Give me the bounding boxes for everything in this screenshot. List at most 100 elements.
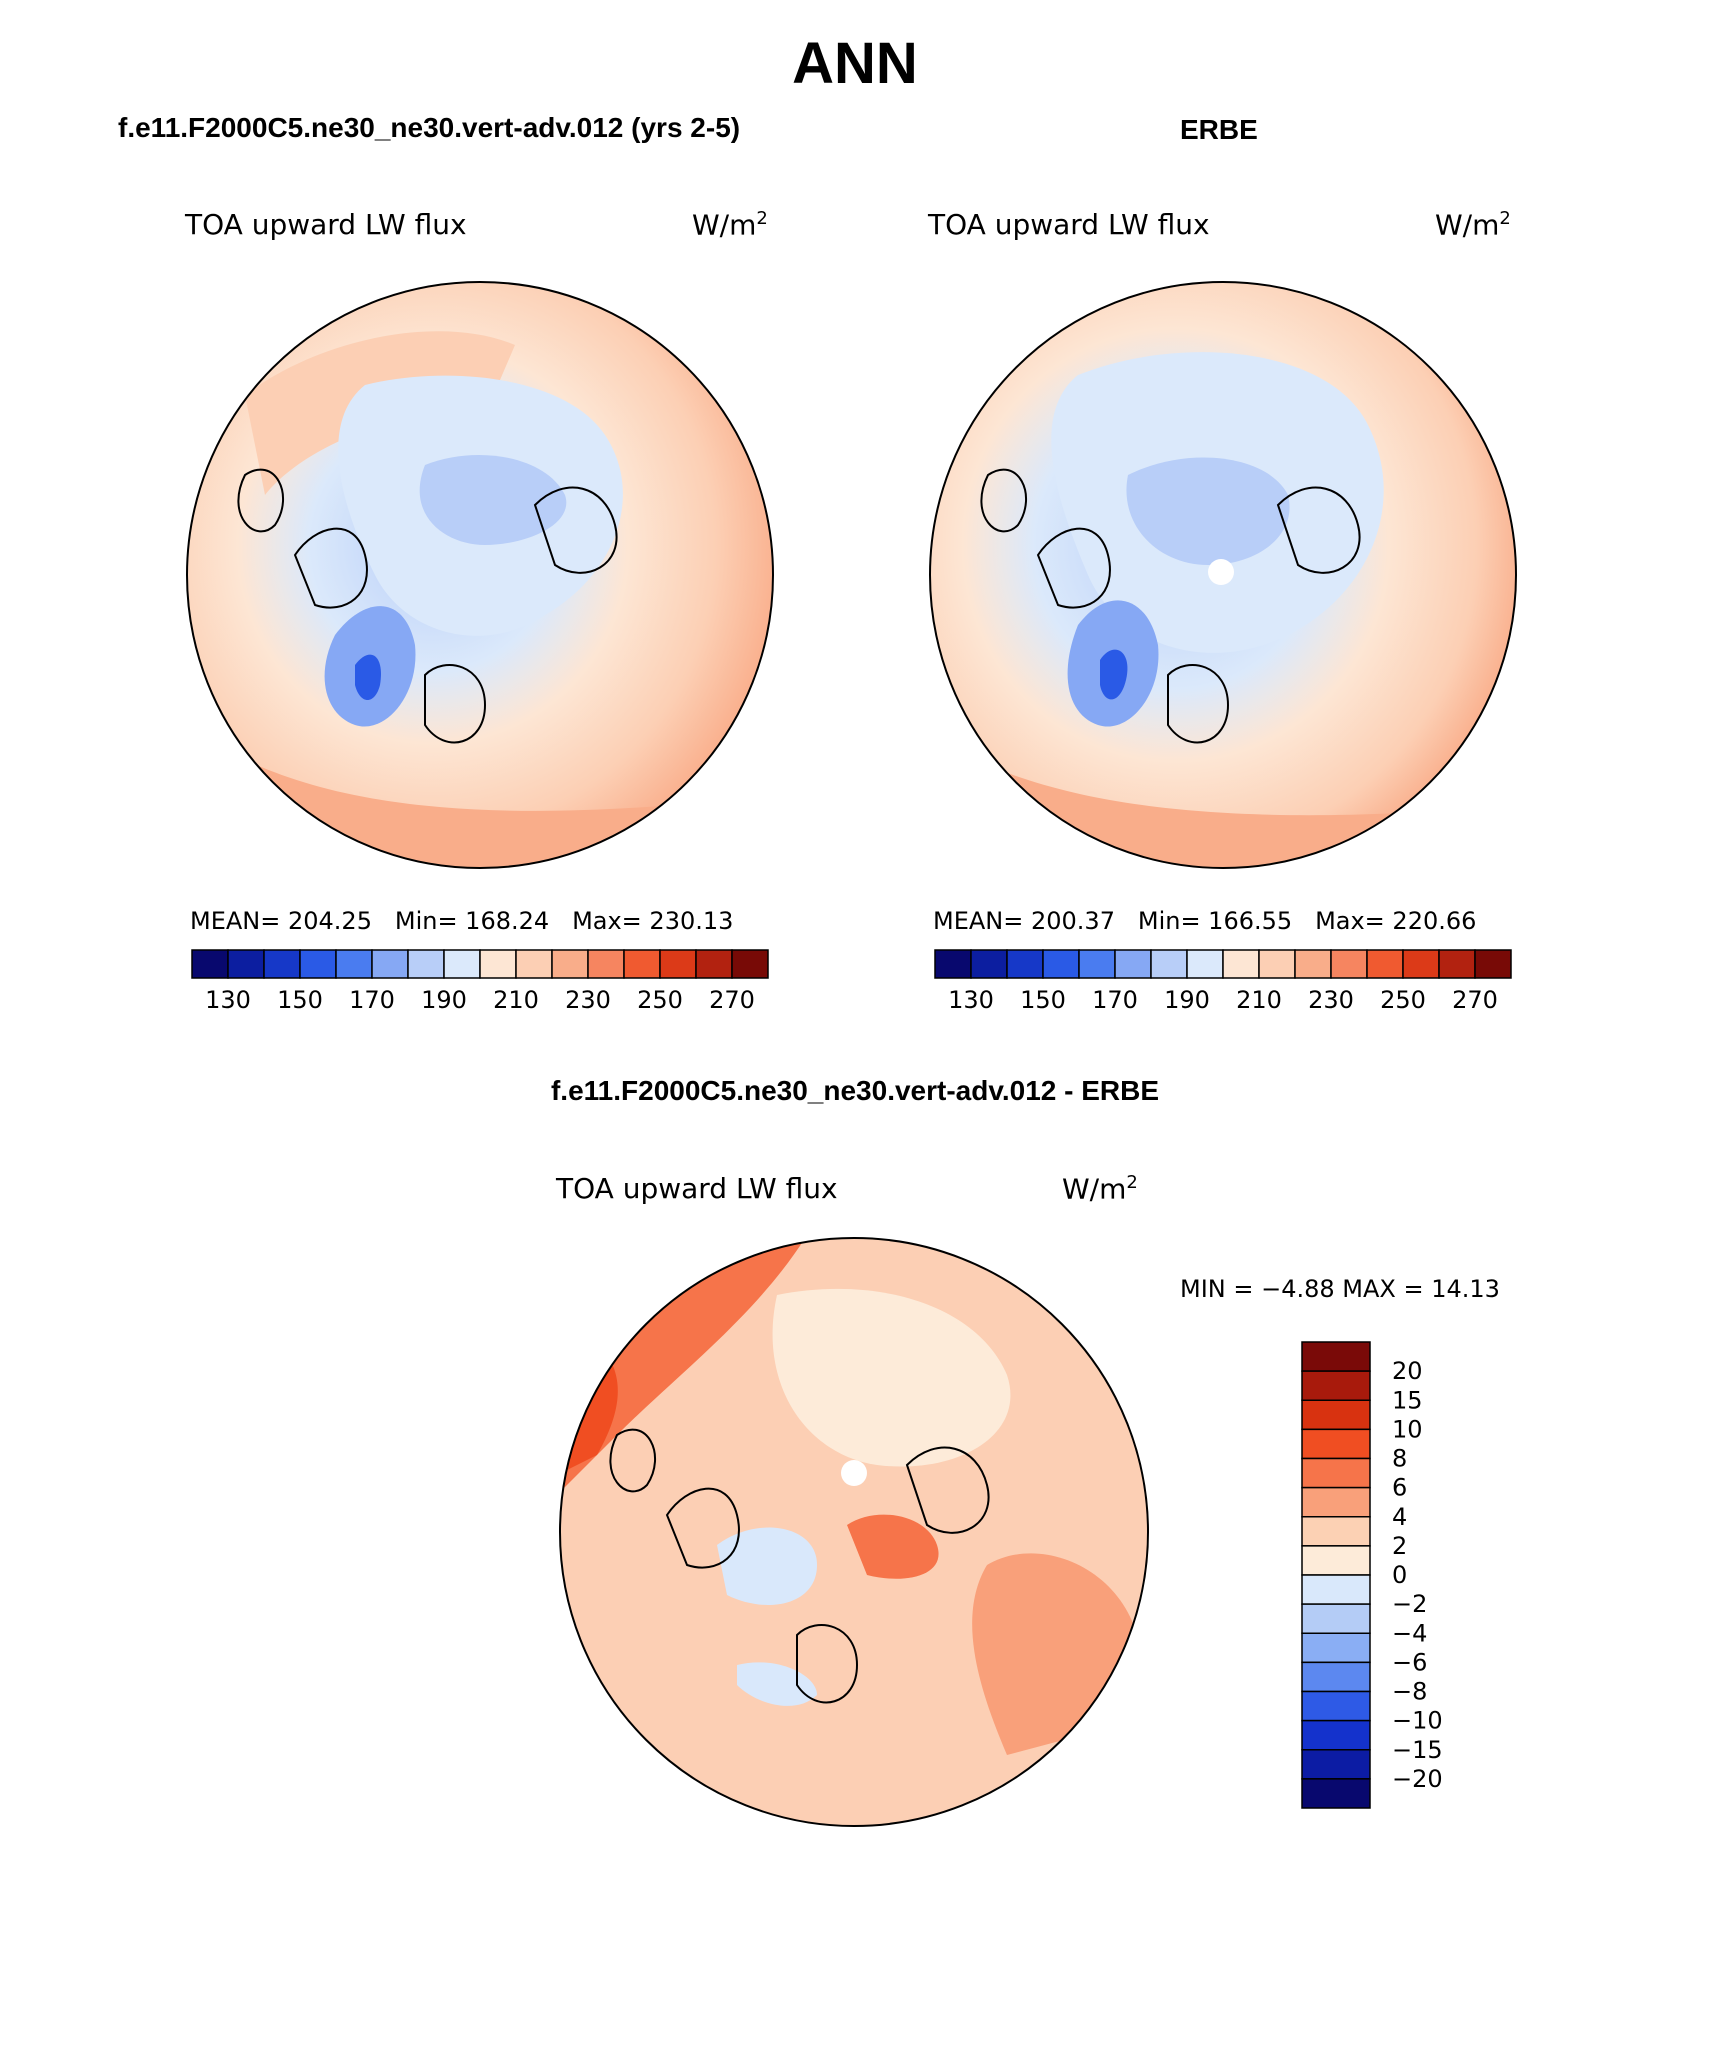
colorbar-label: 150: [277, 986, 323, 1014]
colorbar-label: 230: [1308, 986, 1354, 1014]
colorbar-swatch: [1301, 1486, 1371, 1518]
colorbar-label: 190: [421, 986, 467, 1014]
colorbar-swatch: [1366, 949, 1404, 979]
panel1-stats: MEAN= 204.25 Min= 168.24 Max= 230.13: [190, 907, 733, 935]
panel2-case-title: ERBE: [1180, 114, 1258, 145]
colorbar-swatch: [1222, 949, 1260, 979]
colorbar-label: −10: [1392, 1707, 1443, 1735]
colorbar-label: −6: [1392, 1648, 1427, 1676]
colorbar-swatch: [1114, 949, 1152, 979]
diff-case-title: f.e11.F2000C5.ne30_ne30.vert-adv.012 - E…: [550, 1075, 1160, 1106]
colorbar-swatch: [335, 949, 373, 979]
colorbar-erbe: 130 150 170 190 210 230 250 270: [934, 949, 1512, 1014]
coastlines: [609, 1428, 990, 1704]
colorbar-label: 270: [1452, 986, 1498, 1014]
colorbar-label: 20: [1392, 1357, 1423, 1385]
diff-units: W/m2: [1062, 1172, 1138, 1206]
colorbar-swatch: [1150, 949, 1188, 979]
panel2-units: W/m2: [1435, 208, 1511, 242]
colorbar-label: −4: [1392, 1619, 1427, 1647]
colorbar-swatch: [659, 949, 697, 979]
colorbar-swatch: [623, 949, 661, 979]
colorbar-swatch: [1474, 949, 1512, 979]
colorbar-swatch: [299, 949, 337, 979]
panel1-mean: MEAN= 204.25: [190, 907, 372, 935]
colorbar-swatch: [443, 949, 481, 979]
colorbar-swatch: [1438, 949, 1476, 979]
colorbar-swatch: [191, 949, 229, 979]
pole-hole: [1208, 559, 1234, 585]
panel1-variable: TOA upward LW flux: [185, 208, 467, 241]
colorbar-swatch: [1402, 949, 1440, 979]
colorbar-label: −20: [1392, 1765, 1443, 1793]
colorbar-swatch: [587, 949, 625, 979]
cool-region: [717, 1527, 817, 1605]
colorbar-swatch: [1258, 949, 1296, 979]
greenland-coldest: [1100, 649, 1128, 700]
colorbar-swatch: [479, 949, 517, 979]
colorbar-swatch: [1186, 949, 1224, 979]
colorbar-swatch: [1301, 1457, 1371, 1489]
colorbar-label: 6: [1392, 1474, 1407, 1502]
main-title: ANN: [792, 31, 918, 96]
colorbar-label: 170: [349, 986, 395, 1014]
diff-variable: TOA upward LW flux: [556, 1172, 838, 1205]
colorbar-label: −2: [1392, 1590, 1427, 1618]
panel1-units: W/m2: [692, 208, 768, 242]
map-difference: [559, 1237, 1149, 1827]
colorbar-swatch: [1301, 1603, 1371, 1634]
colorbar-swatch: [1301, 1719, 1371, 1751]
colorbar-swatch: [1301, 1341, 1371, 1372]
colorbar-label: 8: [1392, 1445, 1407, 1473]
colorbar-swatch: [551, 949, 589, 979]
warm-spot: [847, 1514, 939, 1579]
colorbar-label: 130: [205, 986, 251, 1014]
colorbar-label: 250: [1380, 986, 1426, 1014]
colorbar-swatch: [1301, 1749, 1371, 1780]
colder-region: [419, 455, 567, 545]
coastlines: [980, 468, 1361, 744]
colorbar-swatch: [695, 949, 733, 979]
colorbar-swatch: [1301, 1661, 1371, 1693]
panel2-stats: MEAN= 200.37 Min= 166.55 Max= 220.66: [933, 907, 1476, 935]
colorbar-swatch: [731, 949, 769, 979]
diff-stats: MIN = −4.88 MAX = 14.13: [1180, 1275, 1500, 1303]
colorbar-label: 270: [709, 986, 755, 1014]
colorbar-label: −15: [1392, 1736, 1443, 1764]
coastlines: [237, 468, 618, 744]
colorbar-label: 130: [948, 986, 994, 1014]
panel2-variable: TOA upward LW flux: [928, 208, 1210, 241]
colorbar-label: 150: [1020, 986, 1066, 1014]
colorbar-swatch: [227, 949, 265, 979]
colorbar-swatch: [1006, 949, 1044, 979]
neutral-region: [772, 1288, 1011, 1467]
colorbar-label: 2: [1392, 1532, 1407, 1560]
colorbar-swatch: [263, 949, 301, 979]
colorbar-label: −8: [1392, 1678, 1427, 1706]
colorbar-swatch: [1301, 1632, 1371, 1664]
map-model: [186, 281, 774, 869]
colorbar-swatch: [1078, 949, 1116, 979]
pole-hole: [841, 1460, 867, 1486]
colorbar-label: 0: [1392, 1561, 1407, 1589]
colorbar-label: 210: [493, 986, 539, 1014]
panel2-max: Max= 220.66: [1315, 907, 1477, 935]
panel1-min: Min= 168.24: [394, 907, 550, 935]
colorbar-swatch: [970, 949, 1008, 979]
colorbar-swatch: [371, 949, 409, 979]
colorbar-label: 15: [1392, 1386, 1423, 1414]
colorbar-label: 10: [1392, 1415, 1423, 1443]
colder-region: [1126, 457, 1290, 565]
colorbar-label: 210: [1236, 986, 1282, 1014]
colorbar-label: 170: [1092, 986, 1138, 1014]
colorbar-swatch: [1330, 949, 1368, 979]
panel2-min: Min= 166.55: [1137, 907, 1293, 935]
colorbar-swatch: [1301, 1778, 1371, 1809]
colorbar-label: 190: [1164, 986, 1210, 1014]
greenland-coldest: [355, 654, 381, 700]
colorbar-swatch: [1294, 949, 1332, 979]
colorbar-label: 250: [637, 986, 683, 1014]
colorbar-swatch: [1301, 1370, 1371, 1401]
colorbar-swatch: [934, 949, 972, 979]
